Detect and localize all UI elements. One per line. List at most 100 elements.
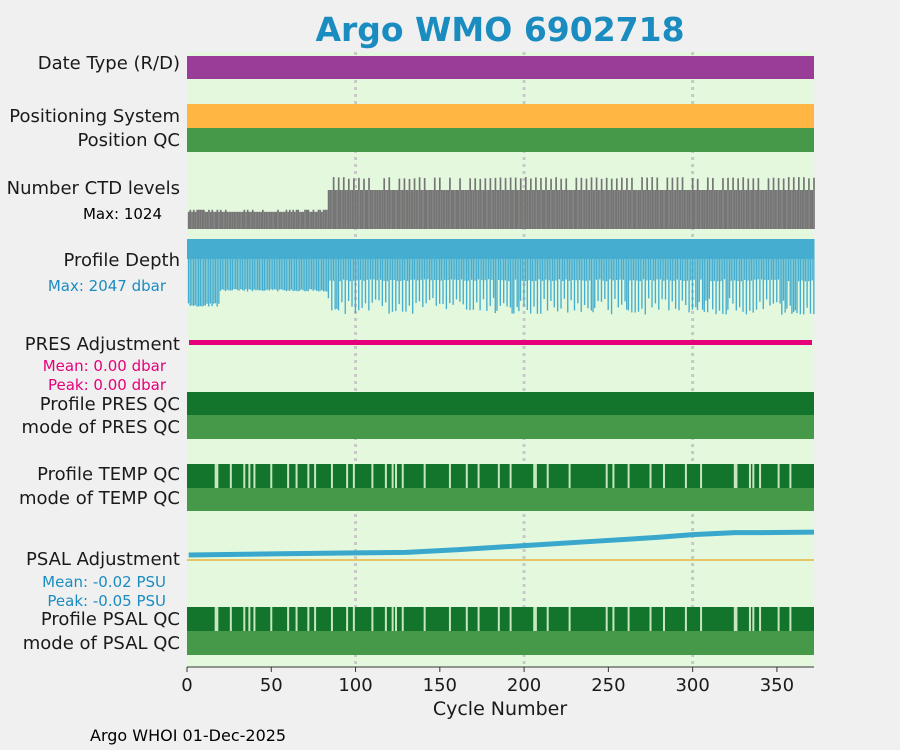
depth-bar [803,239,805,315]
depth-bar [187,239,190,304]
qc-flag-mark [465,464,468,488]
ctd-bar [206,211,209,229]
label-positioning-system: Positioning System [9,106,180,127]
ctd-bar [246,209,249,229]
depth-bar [523,239,525,307]
depth-bar [454,239,456,280]
ctd-bar [243,209,246,229]
depth-bar [192,239,195,306]
depth-bar [718,239,721,311]
ctd-bar [482,190,485,229]
ctd-bar [385,190,387,229]
qc-flag-mark [423,464,426,488]
ctd-bar [784,190,787,229]
depth-bar [674,239,677,309]
ctd-bar [369,190,372,229]
ctd-bar [664,190,667,229]
ctd-bar [366,190,369,229]
depth-bar [401,239,404,312]
qc-flag-mark [568,464,571,488]
depth-bar [256,239,259,290]
depth-bar [425,239,427,304]
ctd-bar [211,209,214,229]
depth-bar [654,239,657,304]
depth-bar [629,239,631,281]
ctd-bar [685,190,687,229]
ctd-bar [560,178,563,229]
ctd-bar [272,211,274,229]
ctd-bar [797,177,800,229]
depth-bar [588,239,591,281]
depth-bar [435,239,437,306]
depth-bar [749,239,751,311]
depth-bar [292,239,294,292]
qc-flag-mark [391,607,394,631]
psal-adjustment-series [188,529,815,558]
depth-bar [503,239,505,304]
qc-flag-mark [314,607,317,631]
depth-bar [484,239,486,281]
ctd-bar [717,190,719,229]
ctd-bar [497,190,500,229]
depth-bar [712,239,714,310]
depth-bar [481,239,483,280]
ctd-bar [273,211,276,229]
ctd-bar [674,190,677,229]
depth-bar [302,239,304,291]
ctd-bar [644,190,647,229]
qc-flag-mark [384,464,387,488]
x-tick-label: 0 [181,675,192,696]
ctd-bar [481,190,483,229]
ctd-bar [526,190,529,229]
ctd-bar [332,177,335,229]
depth-bar [550,239,552,301]
depth-bar [774,239,776,280]
ctd-bar [772,177,775,229]
depth-bar [535,239,537,281]
depth-bar [489,239,491,307]
depth-bar [656,239,658,280]
depth-bar [680,239,682,281]
qc-flag-mark [314,464,317,488]
depth-bar [668,239,670,311]
depth-bar [577,239,579,304]
ctd-bar [258,211,261,229]
ctd-bar [304,209,306,229]
ctd-bar [533,190,536,229]
qc-flag-mark [735,607,738,631]
ctd-bar [245,211,247,229]
ctd-bar [418,177,421,229]
ctd-bar [774,190,777,229]
ctd-bar [223,211,225,229]
depth-bar [558,239,560,280]
profile-pres-qc-bar [187,392,814,415]
ctd-bar [599,190,601,229]
depth-bar [329,239,331,281]
qc-flag-mark [248,464,251,488]
ctd-bar [646,177,648,229]
qc-flag-mark [330,607,333,631]
ctd-bar [671,177,674,229]
ctd-bar [808,178,810,229]
ctd-bar [216,209,219,229]
ctd-bar [760,190,763,229]
depth-bar [406,239,409,281]
ctd-bar [265,211,268,229]
ctd-bar [605,177,608,229]
ctd-bar [614,190,616,229]
depth-bar [781,239,783,315]
depth-bar [317,239,319,292]
depth-bar [585,239,587,281]
qc-flag-mark [401,464,404,488]
depth-bar [792,239,795,313]
ctd-bar [631,177,633,229]
depth-bar [560,239,562,309]
ctd-bar [196,209,198,229]
ctd-bar [733,190,736,229]
ctd-bar [462,190,465,229]
ctd-bar [408,178,411,229]
depth-bar [715,239,717,315]
ctd-bar [781,190,783,229]
depth-bar [685,239,687,306]
depth-bar [219,239,222,291]
